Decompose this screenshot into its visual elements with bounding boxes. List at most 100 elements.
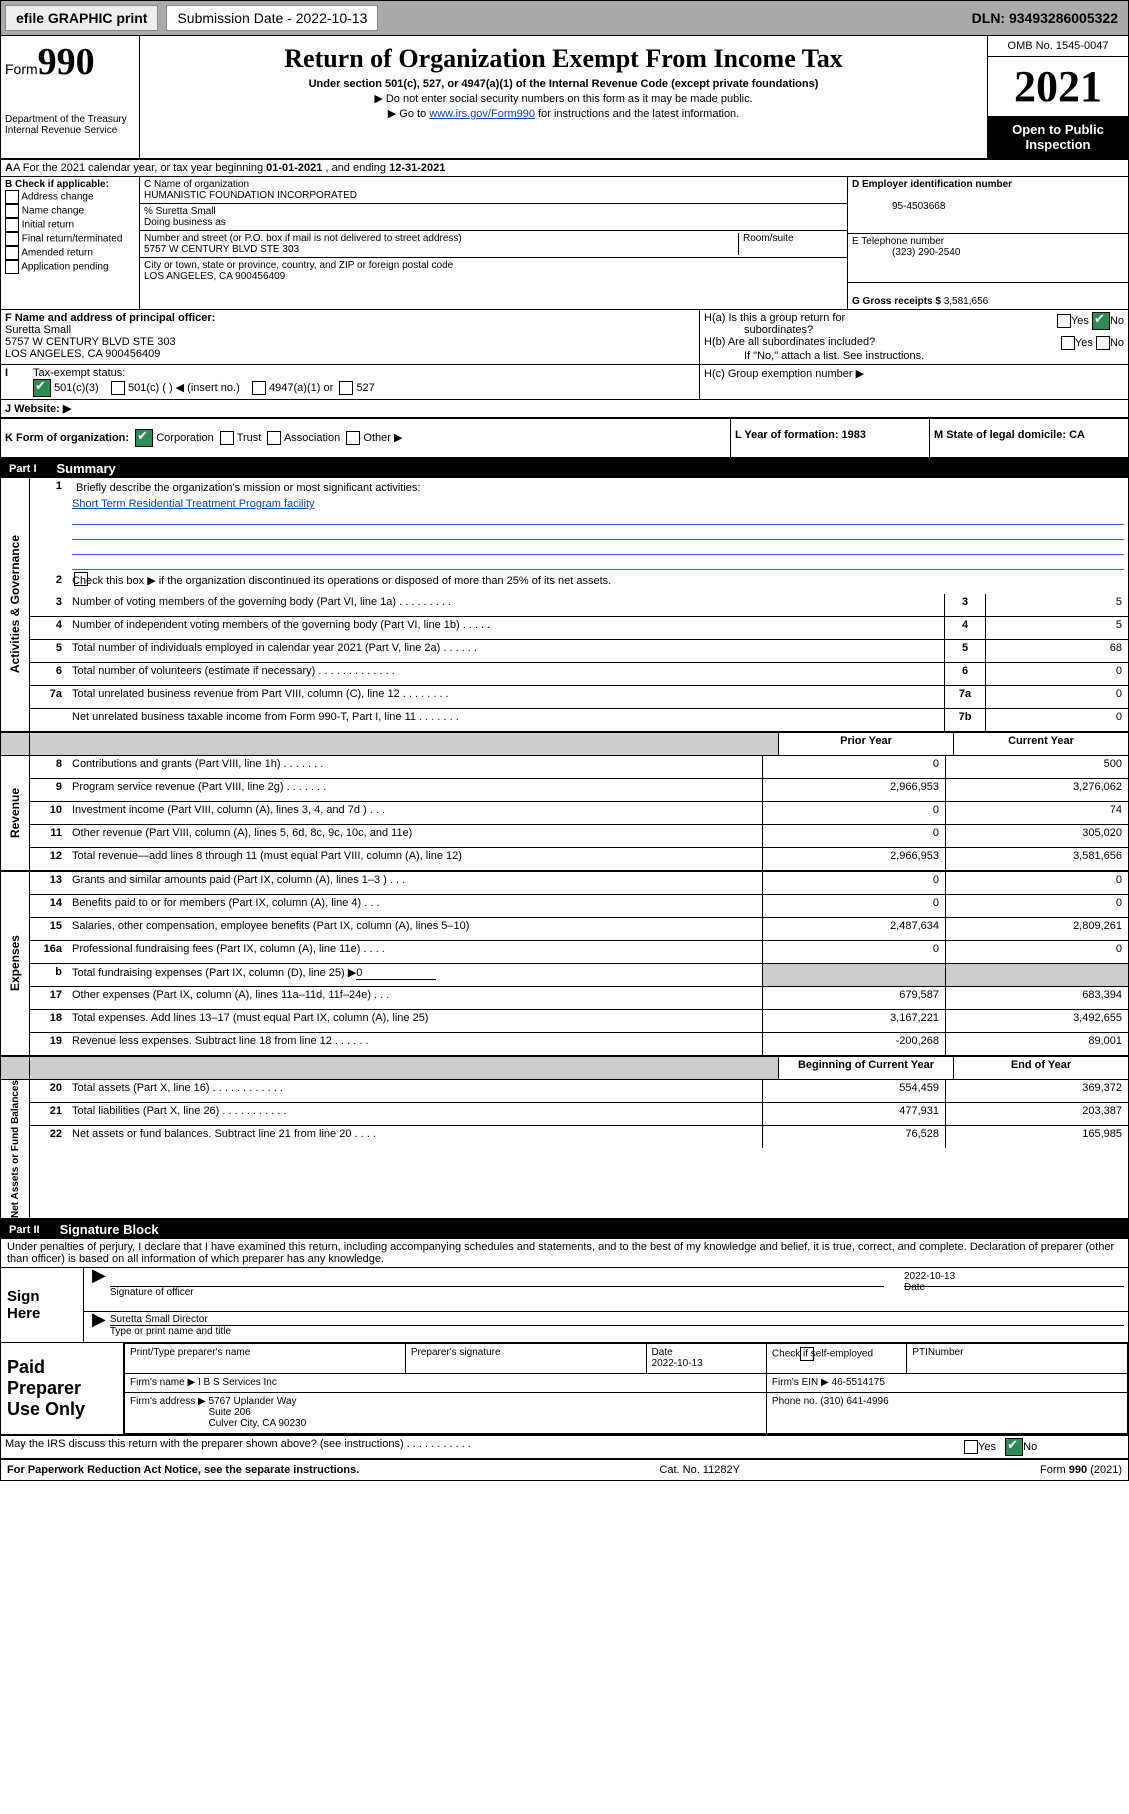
checkbox-discuss-no[interactable] [1005,1438,1023,1456]
checkbox-other[interactable] [346,431,360,445]
firm-name-label: Firm's name ▶ [130,1377,195,1388]
page-footer: For Paperwork Reduction Act Notice, see … [1,1460,1128,1480]
checkbox-4947[interactable] [252,381,266,395]
name-arrow-icon: ▶ [88,1314,110,1337]
checkbox-trust[interactable] [220,431,234,445]
line3: Number of voting members of the governin… [68,594,944,616]
line21: Total liabilities (Part X, line 26) . . … [68,1103,762,1125]
line19: Revenue less expenses. Subtract line 18 … [68,1033,762,1055]
line22: Net assets or fund balances. Subtract li… [68,1126,762,1148]
state-domicile: M State of legal domicile: CA [934,429,1085,441]
line14: Benefits paid to or for members (Part IX… [68,895,762,917]
firm-addr: 5767 Uplander Way Suite 206 Culver City,… [209,1396,307,1429]
sidebar-net-assets: Net Assets or Fund Balances [10,1080,21,1218]
ptin-label: PTINumber [912,1347,963,1358]
line16a: Professional fundraising fees (Part IX, … [68,941,762,963]
hc-label: H(c) Group exemption number ▶ [704,368,864,380]
signature-date-label: Date [904,1282,925,1293]
row-a-tax-year: AA For the 2021 calendar year, or tax ye… [1,160,1128,177]
line11: Other revenue (Part VIII, column (A), li… [68,825,762,847]
checkbox-association[interactable] [267,431,281,445]
room-label: Room/suite [743,233,794,244]
signature-date: 2022-10-13 [904,1271,1124,1282]
checkbox-final-return[interactable] [5,232,19,246]
checkbox-501c[interactable] [111,381,125,395]
top-toolbar: efile GRAPHIC print Submission Date - 20… [1,1,1128,36]
efile-print-button[interactable]: efile GRAPHIC print [5,5,158,31]
gross-receipts-value: 3,581,656 [944,296,989,307]
checkbox-discuss-yes[interactable] [964,1440,978,1454]
checkbox-app-pending[interactable] [5,260,19,274]
line1-value[interactable]: Short Term Residential Treatment Program… [72,498,315,510]
checkbox-hb-no[interactable] [1096,336,1110,350]
checkbox-hb-yes[interactable] [1061,336,1075,350]
year-formation: L Year of formation: 1983 [735,429,866,441]
form-header: Form990 Department of the Treasury Inter… [1,36,1128,160]
line5-value: 68 [985,640,1128,662]
checkbox-line2[interactable] [74,572,88,586]
line6-value: 0 [985,663,1128,685]
line20: Total assets (Part X, line 16) . . . . .… [68,1080,762,1102]
line4-value: 5 [985,617,1128,639]
col-b-checkboxes: B Check if applicable: Address change Na… [1,177,140,309]
officer-label: F Name and address of principal officer: [5,312,215,324]
firm-ein-label: Firm's EIN ▶ [772,1377,829,1388]
part-2-header: Part IISignature Block [1,1220,1128,1239]
footer-notice: For Paperwork Reduction Act Notice, see … [7,1464,359,1476]
checkbox-amended-return[interactable] [5,246,19,260]
checkbox-corporation[interactable] [135,429,153,447]
line5: Total number of individuals employed in … [68,640,944,662]
firm-addr-label: Firm's address ▶ [130,1396,206,1407]
preparer-date: 2022-10-13 [652,1358,703,1369]
footer-catno: Cat. No. 11282Y [659,1464,740,1476]
org-name: HUMANISTIC FOUNDATION INCORPORATED [144,190,357,201]
dept-treasury: Department of the Treasury [5,114,135,125]
line7a: Total unrelated business revenue from Pa… [68,686,944,708]
checkbox-527[interactable] [339,381,353,395]
line16b: Total fundraising expenses (Part IX, col… [72,967,356,979]
form-label: Form [5,61,38,77]
line2: Check this box ▶ if the organization dis… [72,575,611,587]
line12: Total revenue—add lines 8 through 11 (mu… [68,848,762,870]
officer-name: Suretta Small [5,324,71,336]
line13: Grants and similar amounts paid (Part IX… [68,872,762,894]
checkbox-ha-yes[interactable] [1057,314,1071,328]
line6: Total number of volunteers (estimate if … [68,663,944,685]
checkbox-501c3[interactable] [33,379,51,397]
line9: Program service revenue (Part VIII, line… [68,779,762,801]
ha-label: H(a) Is this a group return for [704,312,845,324]
line7a-value: 0 [985,686,1128,708]
city-label: City or town, state or province, country… [144,260,453,271]
firm-name: I B S Services Inc [198,1377,277,1388]
care-of: % Suretta Small [144,206,216,217]
checkbox-address-change[interactable] [5,190,19,204]
subtitle-1: Under section 501(c), 527, or 4947(a)(1)… [309,78,819,90]
preparer-name-label: Print/Type preparer's name [130,1347,250,1358]
checkbox-self-employed[interactable] [800,1347,814,1361]
penalties-text: Under penalties of perjury, I declare th… [1,1239,1128,1268]
checkbox-ha-no[interactable] [1092,312,1110,330]
sidebar-revenue: Revenue [8,788,22,838]
hb-note: If "No," attach a list. See instructions… [704,350,1124,362]
paid-preparer-label: Paid Preparer Use Only [1,1343,124,1434]
checkbox-initial-return[interactable] [5,218,19,232]
line1-label: Briefly describe the organization's miss… [72,480,1124,498]
street-value: 5757 W CENTURY BLVD STE 303 [144,244,299,255]
firm-ein: 46-5514175 [832,1377,885,1388]
form-title: Return of Organization Exempt From Incom… [144,44,983,74]
tax-year: 2021 [988,57,1128,116]
irs-link[interactable]: www.irs.gov/Form990 [429,108,535,120]
col-current-year: Current Year [953,733,1128,755]
irs-label: Internal Revenue Service [5,125,135,136]
open-public-badge: Open to Public Inspection [988,116,1128,158]
officer-addr1: 5757 W CENTURY BLVD STE 303 [5,336,176,348]
dba-label: Doing business as [144,217,226,228]
checkbox-name-change[interactable] [5,204,19,218]
form-number: 990 [38,41,95,83]
officer-print-label: Type or print name and title [110,1325,1124,1337]
self-employed-label: Check if self-employed [772,1349,873,1360]
firm-tel: (310) 641-4996 [820,1396,888,1407]
sidebar-governance: Activities & Governance [8,535,22,673]
form-org-label: K Form of organization: [5,432,129,444]
line3-value: 5 [985,594,1128,616]
